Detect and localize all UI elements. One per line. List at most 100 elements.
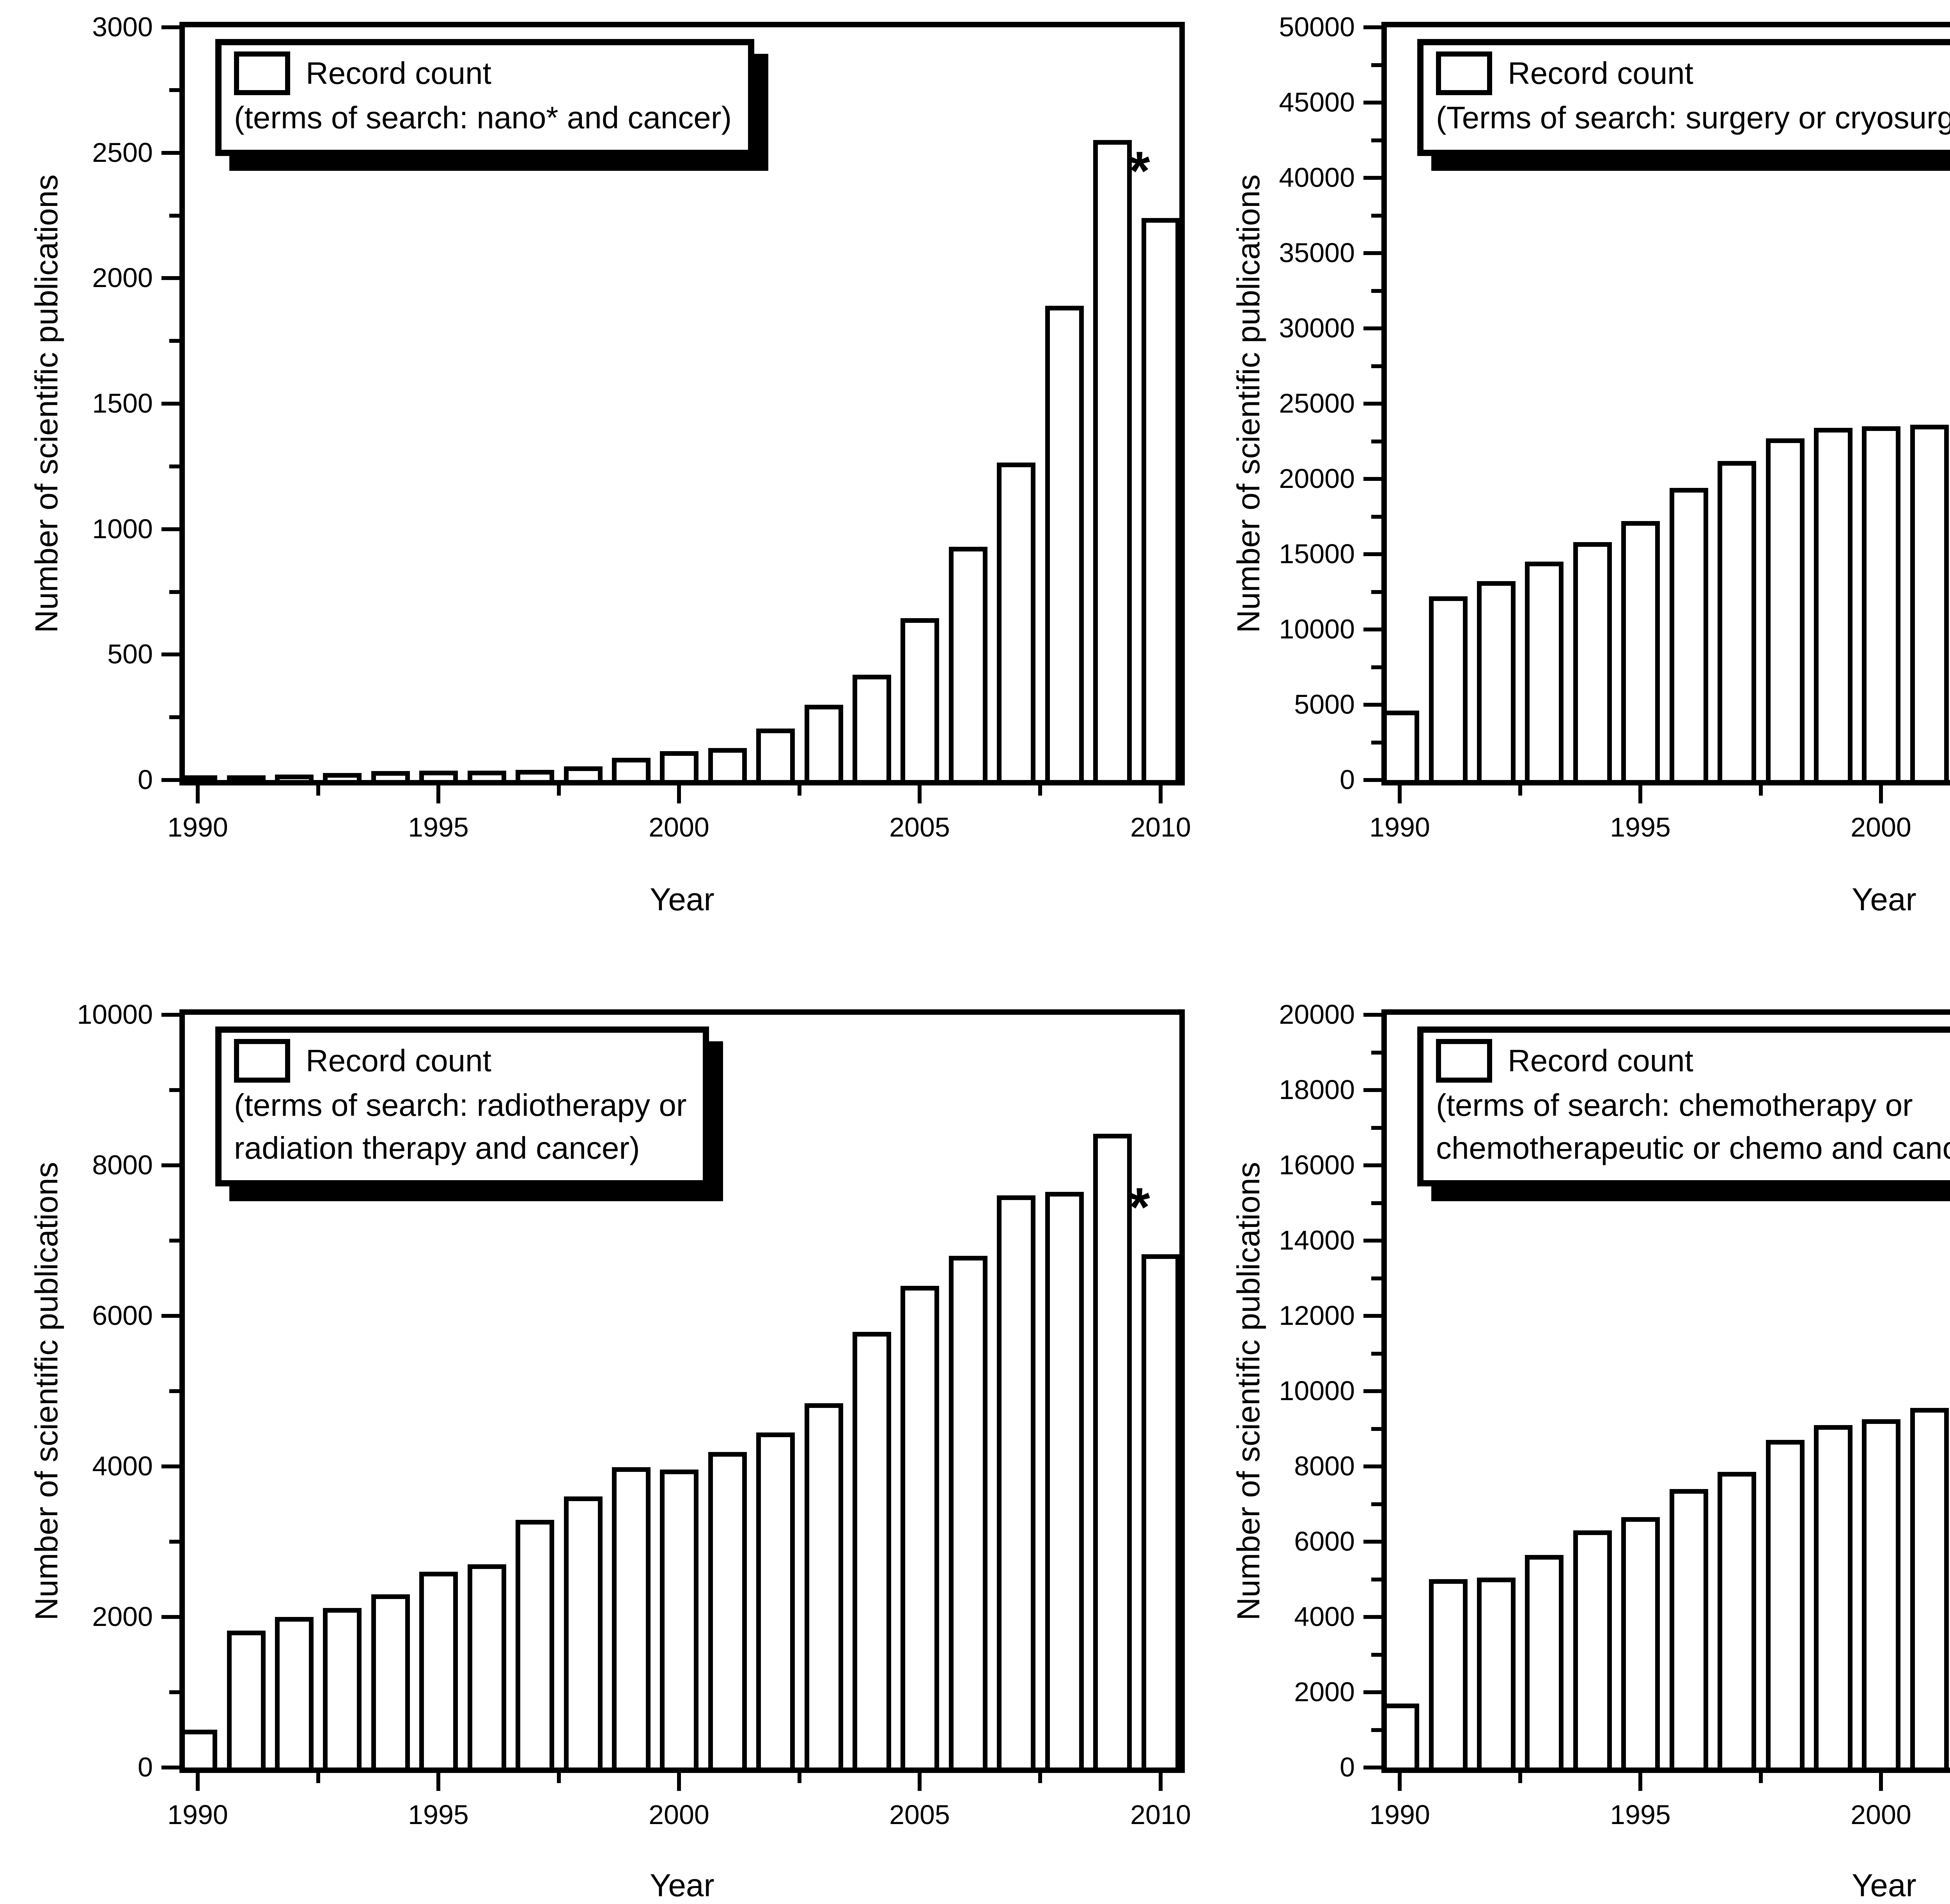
y-major-tick xyxy=(1363,1163,1381,1167)
plot-area: Record count (terms of search: nano* and… xyxy=(92,13,1191,842)
x-major-tick xyxy=(196,1773,200,1791)
legend-box: Record count (terms of search: chemother… xyxy=(1417,1026,1950,1186)
x-minor-tick xyxy=(316,1773,320,1783)
bar-2000 xyxy=(659,751,698,780)
x-major-tick xyxy=(1159,1773,1163,1791)
legend-terms-line: (terms of search: chemotherapy or xyxy=(1436,1088,1913,1122)
bar-2001 xyxy=(708,1452,747,1767)
x-tick-label: 2005 xyxy=(889,1799,950,1830)
x-major-tick xyxy=(918,1773,922,1791)
bar-1997 xyxy=(1717,461,1756,780)
estimate-asterisk: * xyxy=(1129,140,1150,201)
x-minor-tick xyxy=(798,785,801,796)
bar-1997 xyxy=(1717,1472,1756,1767)
y-tick-label: 4000 xyxy=(1294,1601,1355,1632)
y-minor-tick xyxy=(1371,1427,1381,1431)
bar-2007 xyxy=(996,1195,1035,1767)
bar-1999 xyxy=(1814,428,1852,780)
bar-1998 xyxy=(564,766,603,780)
y-tick-label: 2000 xyxy=(1294,1677,1355,1707)
x-minor-tick xyxy=(557,785,561,796)
x-major-tick xyxy=(677,785,681,803)
y-major-tick xyxy=(1363,1615,1381,1619)
y-minor-tick xyxy=(169,464,179,468)
y-minor-tick xyxy=(169,590,179,594)
y-minor-tick xyxy=(1371,1201,1381,1205)
y-major-tick xyxy=(1363,326,1381,330)
y-tick-label: 25000 xyxy=(1279,388,1355,418)
bar-1991 xyxy=(1429,596,1468,780)
y-minor-tick xyxy=(1371,289,1381,293)
legend-label: Record count xyxy=(1508,1043,1693,1078)
legend-swatch-record-count xyxy=(1436,51,1492,95)
y-major-tick xyxy=(161,1013,179,1017)
y-major-tick xyxy=(161,1464,179,1468)
x-tick-label: 2000 xyxy=(1851,812,1911,842)
bar-2008 xyxy=(1045,306,1084,780)
x-major-tick xyxy=(436,785,440,803)
y-tick-label: 20000 xyxy=(1279,999,1355,1030)
bar-1993 xyxy=(323,773,362,780)
y-minor-tick xyxy=(1371,1051,1381,1055)
x-tick-label: 1995 xyxy=(1610,1799,1671,1830)
legend-box: Record count (terms of search: radiother… xyxy=(215,1026,709,1186)
x-minor-tick xyxy=(557,1773,561,1783)
x-tick-label: 2010 xyxy=(1130,1799,1191,1830)
y-minor-tick xyxy=(1371,1578,1381,1581)
y-minor-tick xyxy=(169,339,179,343)
y-tick-label: 1500 xyxy=(92,388,153,418)
y-minor-tick xyxy=(1371,440,1381,443)
legend-terms-line: (Terms of search: surgery or cryosurgery… xyxy=(1436,100,1950,135)
legend-row: Record count xyxy=(234,51,732,95)
y-major-tick xyxy=(1363,1464,1381,1468)
y-minor-tick xyxy=(1371,515,1381,519)
x-major-tick xyxy=(1638,785,1642,803)
y-minor-tick xyxy=(169,1690,179,1694)
bar-1999 xyxy=(1814,1425,1852,1767)
bar-1993 xyxy=(1525,562,1564,780)
bar-1998 xyxy=(1766,438,1805,780)
bar-1994 xyxy=(371,771,410,780)
y-minor-tick xyxy=(1371,590,1381,594)
y-major-tick xyxy=(1363,251,1381,255)
bar-1994 xyxy=(371,1594,410,1767)
x-tick-label: 1990 xyxy=(1369,812,1430,842)
bar-2009 xyxy=(1093,140,1132,780)
y-minor-tick xyxy=(1371,1502,1381,1506)
y-minor-tick xyxy=(169,1389,179,1393)
y-major-tick xyxy=(161,1615,179,1619)
legend-row: Record count xyxy=(1436,51,1950,95)
y-major-tick xyxy=(161,25,179,29)
x-minor-tick xyxy=(1038,785,1042,796)
x-major-tick xyxy=(918,785,922,803)
y-tick-label: 1000 xyxy=(92,514,153,544)
y-major-tick xyxy=(1363,1088,1381,1092)
x-tick-label: 1995 xyxy=(1610,812,1671,842)
bar-1992 xyxy=(275,775,314,780)
bar-2000 xyxy=(1861,426,1900,780)
bar-2010 xyxy=(1141,218,1179,780)
y-tick-label: 500 xyxy=(107,639,153,669)
y-major-tick xyxy=(1363,1013,1381,1017)
y-major-tick xyxy=(1363,25,1381,29)
bar-2010 xyxy=(1141,1254,1179,1767)
y-minor-tick xyxy=(1371,1653,1381,1657)
y-major-tick xyxy=(1363,1690,1381,1694)
y-major-tick xyxy=(1363,1239,1381,1243)
x-tick-label: 1990 xyxy=(167,1799,228,1830)
y-tick-label: 30000 xyxy=(1279,313,1355,343)
y-major-tick xyxy=(1363,552,1381,556)
x-tick-label: 1990 xyxy=(1369,1799,1430,1830)
bar-2006 xyxy=(948,547,987,780)
y-tick-label: 8000 xyxy=(92,1150,153,1180)
bar-1999 xyxy=(612,1467,651,1767)
y-minor-tick xyxy=(169,1088,179,1092)
bar-1995 xyxy=(1621,521,1660,780)
bars-layer xyxy=(1387,27,1950,780)
bars-layer xyxy=(185,1015,1179,1767)
chart-panel-surgery-cancer: Number of scientific publications Record… xyxy=(1202,0,1950,943)
plot-area: Record count (terms of search: radiother… xyxy=(77,1001,1191,1829)
y-major-tick xyxy=(1363,176,1381,180)
x-tick-label: 2000 xyxy=(649,812,709,842)
